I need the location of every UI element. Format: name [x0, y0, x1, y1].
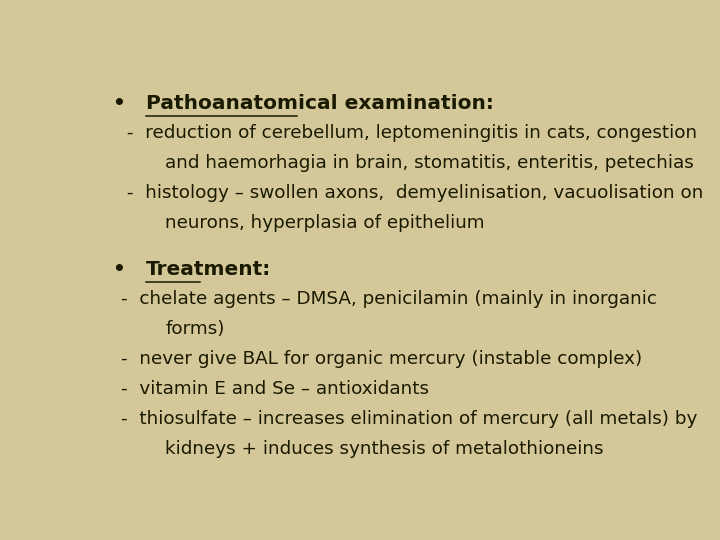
Text: -  never give BAL for organic mercury (instable complex): - never give BAL for organic mercury (in… [121, 350, 642, 368]
Text: -  reduction of cerebellum, leptomeningitis in cats, congestion: - reduction of cerebellum, leptomeningit… [121, 124, 697, 142]
Text: -  thiosulfate – increases elimination of mercury (all metals) by: - thiosulfate – increases elimination of… [121, 410, 697, 428]
Text: neurons, hyperplasia of epithelium: neurons, hyperplasia of epithelium [166, 214, 485, 232]
Text: Pathoanatomical examination:: Pathoanatomical examination: [145, 94, 494, 113]
Text: -  vitamin E and Se – antioxidants: - vitamin E and Se – antioxidants [121, 380, 428, 398]
Text: kidneys + induces synthesis of metalothioneins: kidneys + induces synthesis of metalothi… [166, 440, 604, 458]
Text: -  chelate agents – DMSA, penicilamin (mainly in inorganic: - chelate agents – DMSA, penicilamin (ma… [121, 290, 657, 308]
Text: Treatment:: Treatment: [145, 260, 271, 279]
Text: forms): forms) [166, 320, 225, 338]
Text: and haemorhagia in brain, stomatitis, enteritis, petechias: and haemorhagia in brain, stomatitis, en… [166, 154, 694, 172]
Text: •: • [112, 94, 125, 113]
Text: •: • [112, 260, 125, 279]
Text: -  histology – swollen axons,  demyelinisation, vacuolisation on: - histology – swollen axons, demyelinisa… [121, 184, 703, 202]
